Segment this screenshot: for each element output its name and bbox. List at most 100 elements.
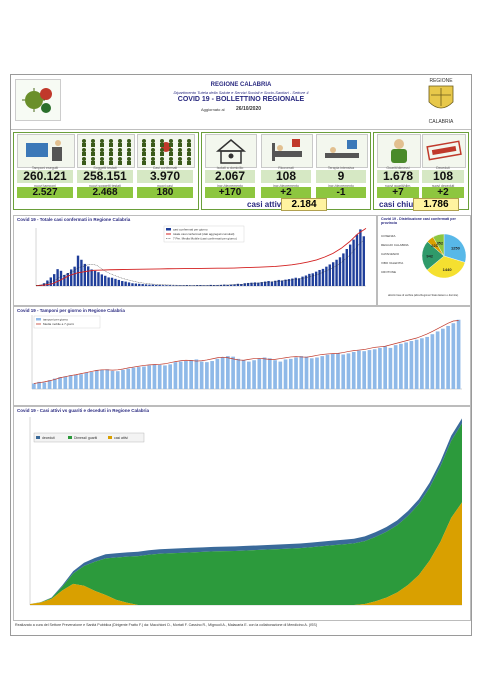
- daily-bar: [311, 273, 314, 286]
- daily-bar: [287, 279, 291, 286]
- person-glyph: [91, 139, 95, 143]
- pie-value-label: 1440: [443, 267, 453, 272]
- chart-tamponi-svg: tamponi per giorno Media mobile a 7 gior…: [31, 315, 462, 390]
- daily-bar: [314, 271, 318, 286]
- chart-attivi-svg: deceduti Dimessi/ guariti casi attivi: [29, 417, 462, 606]
- daily-bar: [148, 284, 151, 286]
- daily-bar: [318, 269, 321, 286]
- casi-attivi-label: casi attivi: [247, 200, 284, 209]
- person-glyph: [151, 152, 155, 156]
- daily-bar: [83, 263, 87, 286]
- person-glyph: [118, 157, 122, 161]
- tile-label: Deceduti: [436, 166, 450, 170]
- tamponi-bar: [136, 367, 141, 389]
- person-glyph: [100, 148, 104, 152]
- tamponi-bar: [372, 349, 377, 389]
- hospital-bed-icon: [261, 134, 313, 168]
- person-glyph: [127, 152, 131, 156]
- tamponi-bar: [299, 356, 304, 389]
- tamponi-bar: [231, 356, 235, 389]
- tamponi-bar: [351, 352, 356, 389]
- daily-bar: [355, 234, 359, 286]
- tamponi-moving-average-line: [33, 320, 459, 384]
- legend-swatch-daily: [166, 228, 171, 231]
- tile-sub-label: incr./decremento: [217, 184, 243, 188]
- tamponi-bar: [147, 365, 152, 389]
- people-icon: [77, 134, 135, 168]
- person-glyph: [178, 161, 182, 165]
- person-glyph: [100, 139, 104, 143]
- tamponi-bar: [126, 368, 131, 389]
- lab-icon: [17, 134, 75, 168]
- tamponi-bar: [100, 369, 104, 389]
- tile-value: 1.678: [377, 170, 419, 183]
- person-glyph: [187, 157, 191, 161]
- daily-bar: [134, 283, 138, 286]
- tile-sub-label: nuovi casi: [157, 184, 173, 188]
- daily-bar: [325, 266, 328, 286]
- daily-bar: [80, 259, 83, 286]
- person-glyph: [151, 157, 155, 161]
- house-icon: [205, 134, 257, 168]
- person-glyph: [178, 139, 182, 143]
- icu-icon: [316, 134, 368, 168]
- chart-totali-title: Covid 19 - Totale casi confermati in Reg…: [17, 217, 131, 222]
- tile-delta: 2.468: [77, 187, 133, 198]
- person-glyph: [82, 148, 86, 152]
- daily-bar: [124, 281, 127, 286]
- virus-logo-icon: [22, 88, 52, 113]
- daily-bar: [294, 277, 297, 286]
- person-glyph: [91, 143, 95, 147]
- tamponi-bar: [252, 360, 256, 389]
- guariti-area: [30, 423, 462, 605]
- daily-bar: [127, 282, 131, 286]
- tamponi-bar: [414, 339, 419, 389]
- person-glyph: [91, 157, 95, 161]
- pie-slice: [432, 233, 445, 257]
- legend-tamponi: tamponi per giorno: [43, 318, 68, 322]
- person-glyph: [187, 139, 191, 143]
- cumulative-line: [35, 228, 367, 287]
- daily-bar: [63, 274, 66, 286]
- person-glyph: [127, 143, 131, 147]
- daily-bar: [321, 268, 325, 286]
- tamponi-bar: [163, 365, 167, 389]
- tamponi-bar: [420, 338, 424, 389]
- daily-bar: [270, 281, 274, 286]
- tamponi-bar: [362, 351, 367, 389]
- daily-bar: [168, 285, 172, 286]
- daily-bar: [342, 253, 345, 286]
- daily-bar: [301, 276, 304, 286]
- person-glyph: [151, 148, 155, 152]
- tamponi-bar: [37, 381, 41, 389]
- person-glyph: [109, 139, 113, 143]
- tile-ricoverati: Ricoverati 108 incr./decremento +2: [261, 134, 313, 198]
- tile-delta: +2: [422, 187, 464, 198]
- daily-bar: [328, 264, 331, 286]
- daily-bar: [229, 284, 233, 286]
- person-glyph: [91, 161, 95, 165]
- tamponi-bar: [184, 361, 188, 389]
- person-glyph: [82, 143, 86, 147]
- daily-bar: [223, 284, 226, 286]
- daily-bar: [182, 285, 185, 286]
- person-glyph: [160, 143, 164, 147]
- casi-chiusi-value: 1.786: [413, 198, 459, 211]
- tamponi-bar: [63, 376, 68, 389]
- person-glyph: [82, 139, 86, 143]
- tamponi-bar: [73, 374, 78, 389]
- chart-totali-svg: casi confermati per giorno totale casi c…: [35, 225, 367, 287]
- tamponi-bar: [341, 354, 346, 389]
- daily-bar: [59, 270, 63, 286]
- tamponi-bar: [131, 367, 136, 389]
- daily-bar: [243, 283, 246, 286]
- chart-tamponi-title: Covid 19 - Tamponi per giorno in Regione…: [17, 308, 125, 313]
- deceased-stamp-icon: [422, 134, 466, 168]
- tile-soggetti: Soggetti testati 258.151 nuovi soggetti …: [77, 134, 135, 198]
- daily-bar: [216, 285, 219, 286]
- daily-bar: [359, 229, 362, 286]
- tamponi-bar: [435, 331, 440, 389]
- chart-province-svg: COSENZA REGGIO CALABRIA CATANZARO VIBO V…: [381, 233, 467, 297]
- person-glyph: [82, 161, 86, 165]
- pie-slice: [426, 255, 466, 279]
